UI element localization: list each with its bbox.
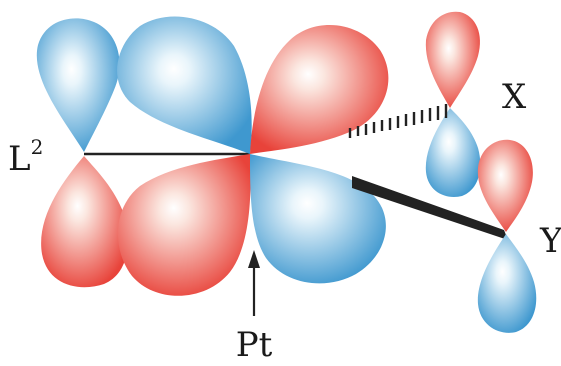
label-l-superscript: 2 bbox=[31, 135, 44, 159]
x-upper-lobe-red bbox=[425, 11, 480, 108]
pt-lobe-upper-right-red bbox=[250, 25, 389, 155]
pt-x-hashed-bond bbox=[348, 104, 448, 138]
l2-p-orbital bbox=[36, 18, 128, 288]
l2-lower-lobe-red bbox=[41, 156, 128, 288]
label-pt: Pt bbox=[236, 325, 273, 365]
label-y: Y bbox=[539, 221, 561, 261]
y-lower-lobe-blue bbox=[477, 234, 537, 333]
pt-y-wedge-bond bbox=[352, 176, 508, 240]
x-lower-lobe-blue bbox=[425, 108, 481, 197]
pt-d-orbital bbox=[117, 16, 389, 296]
label-x: X bbox=[502, 77, 527, 117]
y-upper-lobe-red bbox=[477, 139, 533, 232]
x-p-orbital bbox=[425, 11, 481, 197]
label-l: L2 bbox=[8, 135, 43, 179]
pt-lobe-upper-left-blue bbox=[117, 16, 252, 155]
y-p-orbital bbox=[477, 139, 537, 333]
pt-pointer-arrow bbox=[248, 250, 260, 316]
label-l-main: L bbox=[8, 139, 31, 179]
l2-upper-lobe-blue bbox=[36, 18, 120, 152]
pt-lobe-lower-right-blue bbox=[250, 154, 386, 284]
pt-lobe-lower-left-red bbox=[117, 154, 251, 296]
